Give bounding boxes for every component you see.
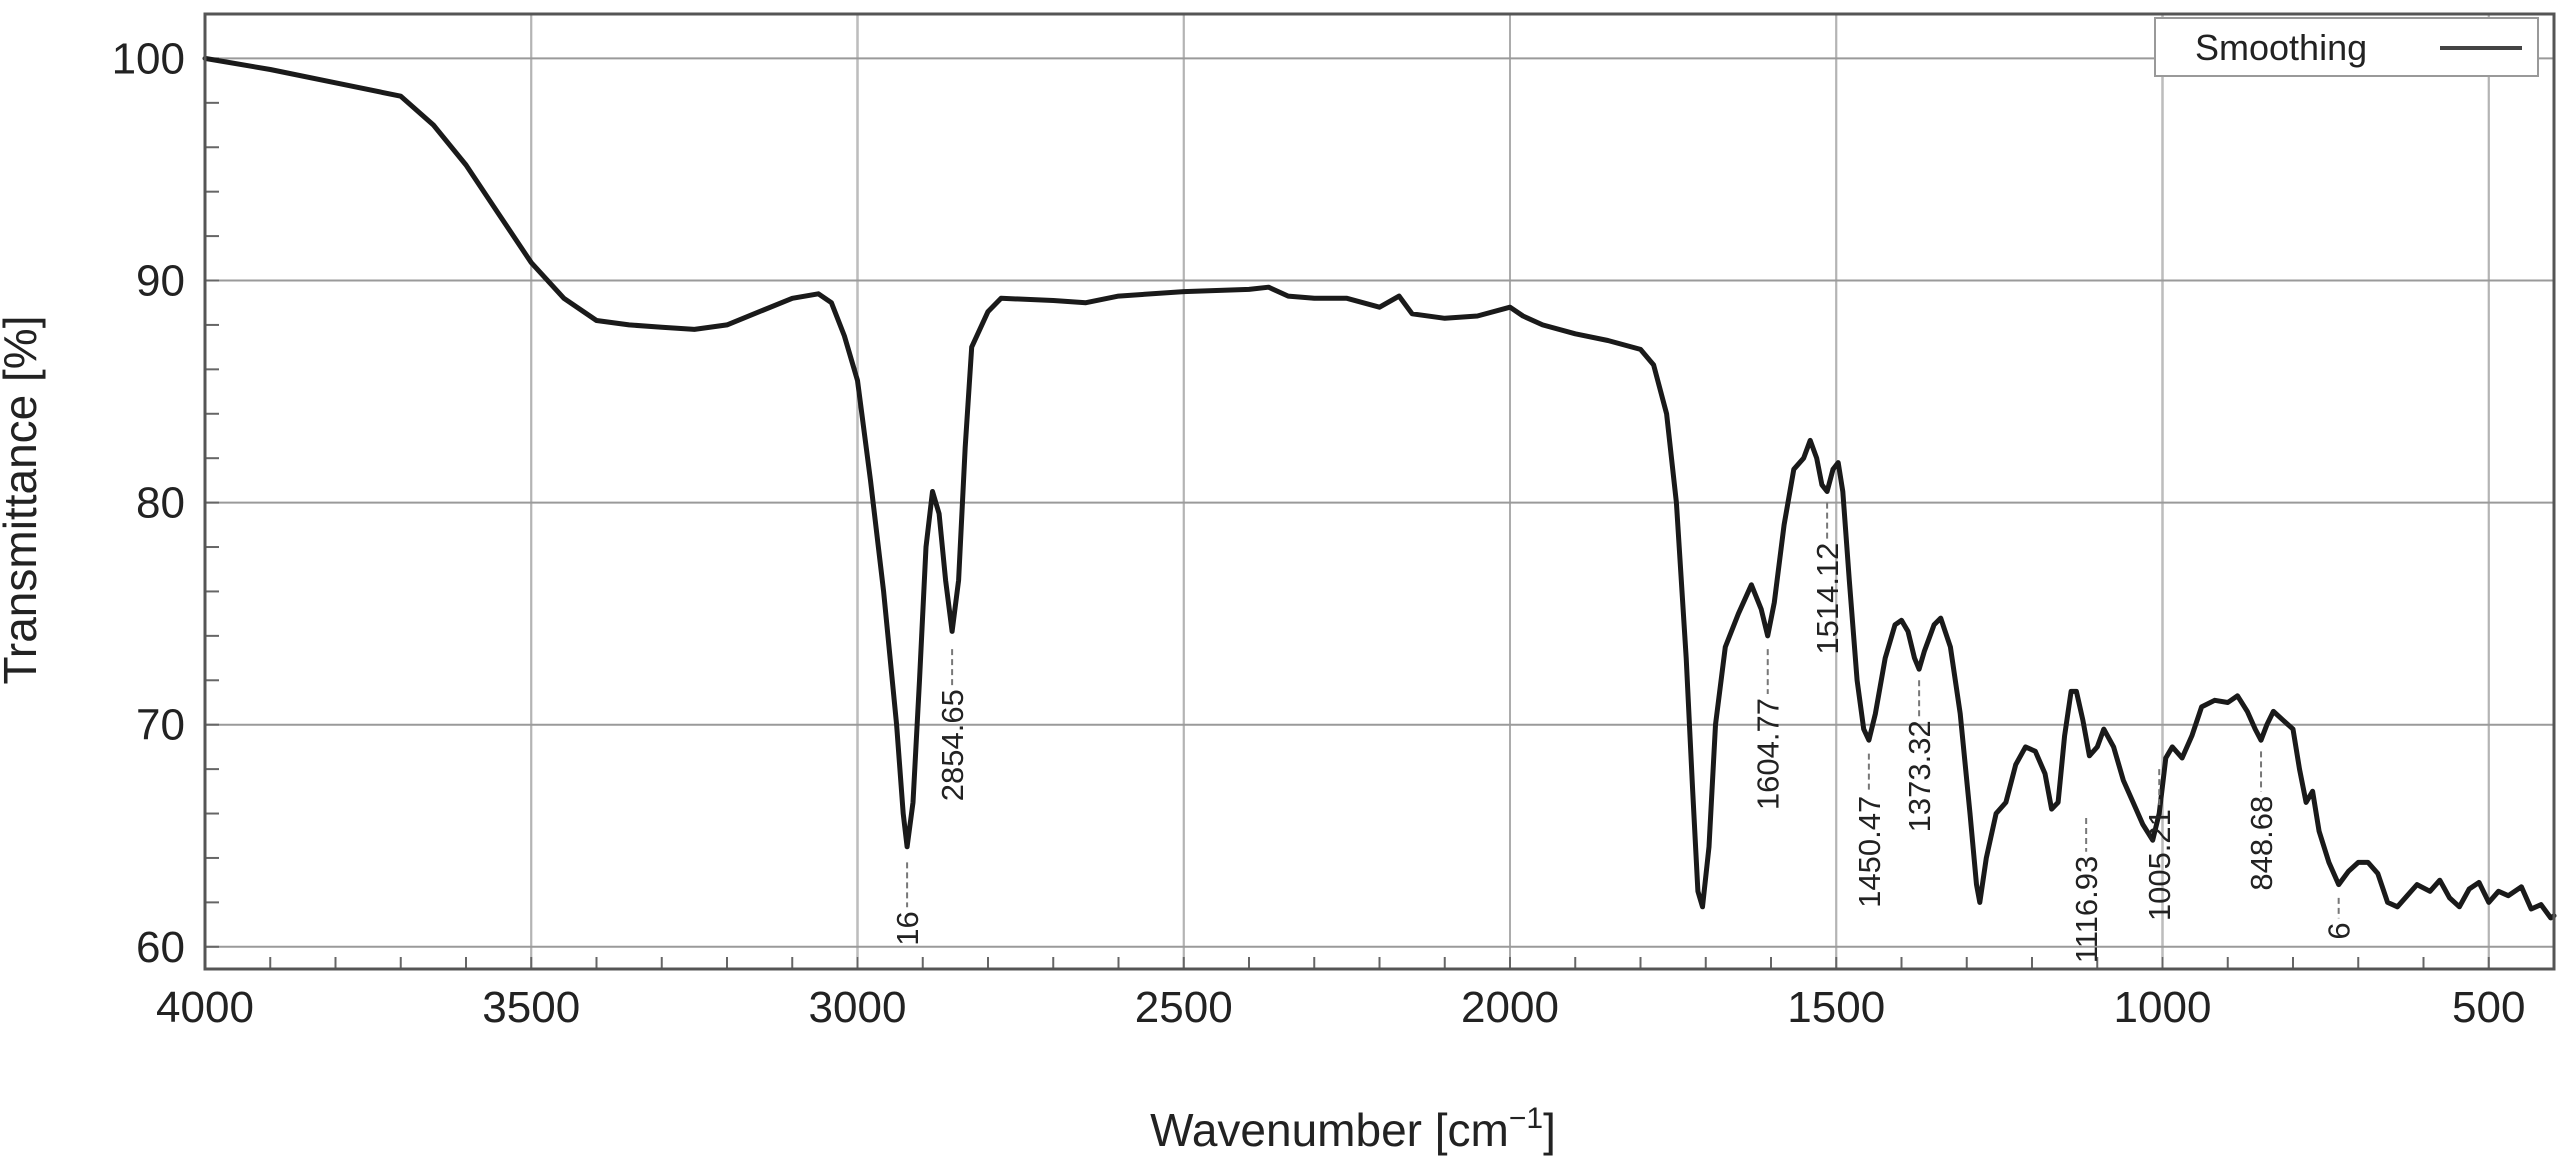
peak-label: 1604.77 [1751, 698, 1786, 810]
plot-frame [203, 12, 2556, 971]
x-tick-labels: 4000 3500 3000 2500 2000 1500 1000 500 [156, 983, 2525, 1032]
peak-labels: 16 2854.65 1604.77 1514.12 1450.47 1373.32 111… [890, 502, 2357, 963]
x-tick-label: 3000 [809, 983, 907, 1032]
minor-ticks [204, 57, 2555, 969]
peak-label: 848.68 [2244, 796, 2279, 891]
x-tick-label: 2500 [1135, 983, 1233, 1032]
y-tick-label: 70 [136, 701, 185, 750]
y-tick-labels: 60 70 80 90 100 [112, 34, 185, 971]
peak-label: 1373.32 [1902, 720, 1937, 832]
y-tick-label: 80 [136, 479, 185, 528]
y-tick-label: 60 [136, 923, 185, 972]
grid-lines [204, 14, 2554, 969]
x-tick-label: 4000 [156, 983, 254, 1032]
series-line-smoothing [202, 55, 2557, 921]
x-tick-label: 3500 [482, 983, 580, 1032]
x-tick-label: 1500 [1787, 983, 1885, 1032]
peak-label: 1450.47 [1852, 796, 1887, 908]
peak-label: 1514.12 [1810, 543, 1845, 655]
peak-label: 1005.21 [2142, 809, 2177, 921]
peak-label: 16 [890, 911, 925, 945]
series-layer [202, 55, 2557, 921]
x-tick-label: 2000 [1461, 983, 1559, 1032]
x-tick-label: 1000 [2114, 983, 2212, 1032]
y-axis-title: Transmittance [%] [0, 316, 46, 685]
x-tick-label: 500 [2452, 983, 2525, 1032]
legend: Smoothing [2154, 17, 2539, 77]
x-axis-title: Wavenumber [cm−1] [1150, 1102, 1556, 1156]
peak-label: 2854.65 [935, 689, 970, 801]
peak-label: 1116.93 [2069, 856, 2104, 963]
y-tick-label: 90 [136, 257, 185, 306]
y-tick-label: 100 [112, 34, 185, 83]
legend-label: Smoothing [2195, 27, 2367, 68]
plot-background [205, 14, 2554, 969]
peak-label: 6 [2322, 922, 2357, 939]
